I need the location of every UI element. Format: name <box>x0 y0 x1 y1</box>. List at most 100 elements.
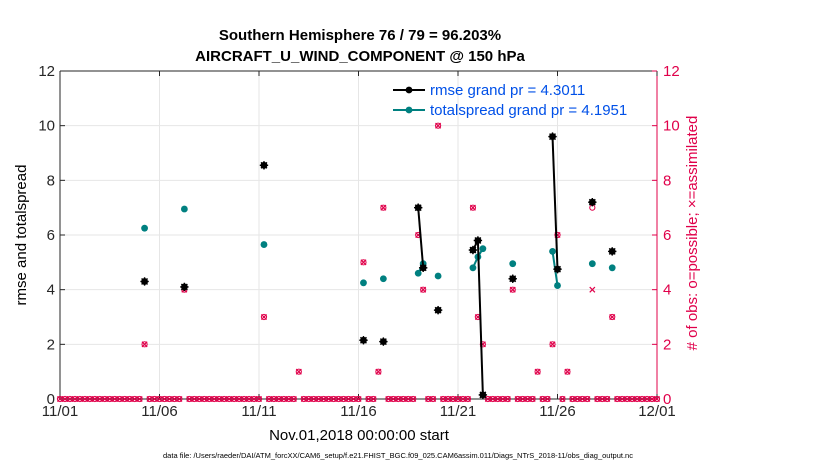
series-rmse-point <box>359 336 368 345</box>
obs-assimilated-stroke <box>559 395 566 403</box>
obs-assimilated-stroke <box>236 395 243 403</box>
obs-assimilated-stroke <box>136 395 143 403</box>
obs-assimilated-zero <box>236 395 243 403</box>
obs-assimilated-zero <box>96 395 103 403</box>
obs-count-markers <box>56 122 661 403</box>
obs-assimilated-stroke <box>499 395 506 403</box>
obs-assimilated-stroke <box>171 395 178 403</box>
obs-assimilated-stroke <box>216 395 223 403</box>
obs-assimilated-zero <box>335 395 342 403</box>
obs-assimilated-stroke <box>151 395 158 403</box>
obs-assimilated-zero <box>216 395 223 403</box>
obs-assimilated-zero <box>579 395 586 403</box>
obs-assimilated-stroke <box>395 395 402 403</box>
obs-assimilated-stroke <box>594 395 601 403</box>
obs-assimilated-zero <box>614 395 621 403</box>
legend-spread-marker <box>405 106 413 114</box>
series-rmse-point <box>608 247 617 256</box>
series-totalspread-point <box>434 272 442 280</box>
obs-assimilated-stroke <box>569 395 576 403</box>
obs-assimilated-zero <box>350 395 357 403</box>
obs-assimilated-zero <box>126 395 133 403</box>
obs-assimilated-zero <box>604 395 611 403</box>
y2-tick-label: 4 <box>663 282 671 299</box>
y-axis-label: rmse and totalspread <box>13 165 30 306</box>
obs-possible-zero <box>529 395 536 403</box>
obs-assimilated-stroke <box>345 395 352 403</box>
obs-assimilated-zero <box>325 395 332 403</box>
obs-assimilated-zero <box>459 395 466 403</box>
obs-assimilated-marker <box>534 368 541 375</box>
obs-assimilated-stroke <box>221 395 228 403</box>
series-totalspread-point <box>414 269 422 277</box>
series-rmse-point <box>259 161 269 170</box>
series-rmse-point <box>414 203 423 212</box>
obs-assimilated-zero <box>594 395 601 403</box>
obs-assimilated-marker <box>375 368 382 375</box>
obs-possible-marker <box>295 368 302 375</box>
series-rmse-point <box>588 198 597 207</box>
obs-assimilated-stroke <box>231 395 238 403</box>
obs-assimilated-marker <box>420 286 427 293</box>
obs-assimilated-zero <box>66 395 73 403</box>
x-tick-label: 12/01 <box>638 403 676 420</box>
obs-assimilated-stroke <box>420 286 427 293</box>
obs-assimilated-stroke <box>494 395 501 403</box>
obs-assimilated-zero <box>136 395 143 403</box>
obs-assimilated-stroke <box>454 395 462 403</box>
obs-assimilated-stroke <box>380 204 387 211</box>
obs-assimilated-zero <box>285 395 292 403</box>
series-totalspread-point <box>608 264 616 272</box>
obs-assimilated-zero <box>634 395 641 403</box>
obs-assimilated-zero <box>201 395 208 403</box>
obs-assimilated-stroke <box>504 395 511 403</box>
point-ray <box>414 204 422 212</box>
legend-rmse-label: rmse grand pr = 4.3011 <box>430 82 585 99</box>
series-rmse-point <box>478 390 488 400</box>
chart-title: Southern Hemisphere 76 / 79 = 96.203% <box>219 27 501 44</box>
obs-assimilated-stroke <box>624 395 631 403</box>
y-tick-label: 2 <box>47 336 55 353</box>
series-totalspread-point <box>379 275 387 283</box>
obs-assimilated-stroke <box>201 395 208 403</box>
obs-assimilated-stroke <box>564 368 571 375</box>
obs-possible-zero <box>504 395 511 403</box>
series-rmse-point <box>548 132 557 141</box>
obs-assimilated-stroke <box>335 395 342 403</box>
obs-assimilated-stroke <box>440 395 447 403</box>
series-totalspread-point <box>509 260 517 268</box>
obs-possible-zero <box>544 395 551 403</box>
y2-tick-label: 8 <box>663 172 671 189</box>
obs-assimilated-zero <box>569 395 576 403</box>
obs-assimilated-stroke <box>450 395 457 403</box>
obs-possible-zero <box>355 395 362 403</box>
x-tick-label: 11/01 <box>42 403 78 420</box>
obs-assimilated-stroke <box>191 395 198 403</box>
obs-assimilated-zero <box>221 395 228 403</box>
obs-assimilated-zero <box>61 395 68 403</box>
x-tick-label: 11/11 <box>241 403 276 420</box>
obs-assimilated-stroke <box>56 395 64 403</box>
series-totalspread-point <box>469 264 477 272</box>
point-ray <box>608 247 616 255</box>
obs-assimilated-stroke <box>350 395 357 403</box>
obs-assimilated-stroke <box>86 395 93 403</box>
y2-tick-label: 10 <box>663 118 680 135</box>
point-ray <box>479 391 487 399</box>
obs-assimilated-stroke <box>61 395 68 403</box>
obs-assimilated-zero <box>539 395 546 403</box>
obs-assimilated-zero <box>315 395 322 403</box>
obs-assimilated-marker <box>589 286 596 293</box>
obs-assimilated-stroke <box>246 395 253 403</box>
x-tick-label: 11/16 <box>340 403 376 420</box>
series-layer <box>140 132 617 400</box>
obs-assimilated-stroke <box>315 395 322 403</box>
x-tick-label: 11/26 <box>539 403 575 420</box>
series-rmse-point <box>468 245 478 255</box>
obs-assimilated-stroke <box>290 395 297 403</box>
point-ray <box>379 338 387 346</box>
series-totalspread-point <box>549 248 556 255</box>
obs-assimilated-stroke <box>425 395 432 403</box>
obs-assimilated-zero <box>489 395 496 403</box>
